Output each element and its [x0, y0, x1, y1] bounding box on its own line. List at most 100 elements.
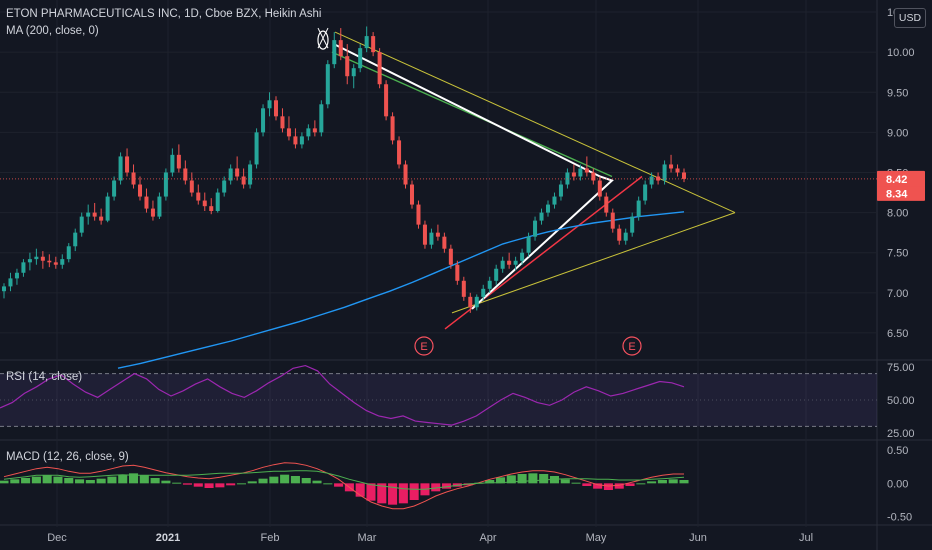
macd-hist-bar: [495, 477, 506, 484]
macd-hist-bar: [215, 483, 225, 488]
candle-body: [520, 252, 525, 261]
candle-body: [623, 232, 628, 241]
candle-body: [286, 128, 291, 137]
price-axis[interactable]: 6.507.007.508.008.509.009.5010.0010.5025…: [887, 7, 915, 524]
candle-body: [487, 280, 492, 289]
x-tick-label: Dec: [47, 532, 67, 544]
candle-body: [215, 192, 220, 211]
macd-hist-bar: [31, 476, 41, 484]
macd-hist-bar: [398, 483, 408, 504]
macd-hist-bar: [582, 483, 592, 486]
candle-body: [163, 172, 168, 197]
earnings-marker[interactable]: [622, 336, 642, 356]
trendline-white: [333, 43, 614, 310]
y-tick-label: 8.00: [887, 208, 908, 220]
macd-hist-bar: [150, 478, 160, 484]
macd-hist-bar: [301, 478, 311, 484]
y-tick-label: 6.50: [887, 328, 908, 340]
candle-body: [345, 56, 350, 77]
x-tick-label: 2021: [156, 532, 180, 544]
ma-legend[interactable]: MA (200, close, 0): [6, 25, 99, 37]
candle-body: [267, 100, 272, 109]
candle-body: [675, 168, 680, 173]
macd-hist-bar: [53, 476, 63, 484]
macd-hist-bar: [614, 483, 624, 489]
candle-body: [656, 176, 661, 181]
currency-button[interactable]: USD: [894, 8, 926, 28]
candle-body: [558, 184, 563, 197]
macd-hist-bar: [409, 483, 419, 500]
macd-hist-bar: [226, 483, 236, 486]
candle-body: [86, 212, 91, 217]
macd-pane[interactable]: [0, 462, 689, 510]
candle-body: [649, 176, 654, 185]
macd-legend[interactable]: MACD (12, 26, close, 9): [6, 451, 129, 463]
candle-body: [351, 68, 356, 77]
candle-body: [669, 164, 674, 169]
macd-hist-bar: [161, 480, 171, 484]
ma-layer: [117, 211, 685, 369]
candle-body: [241, 176, 246, 185]
marker-cross: [317, 27, 329, 49]
marker-ellipse: [317, 30, 329, 50]
candle-body: [364, 36, 369, 49]
macd-hist-bar: [560, 479, 570, 484]
rsi-pane[interactable]: [0, 364, 877, 427]
candle-body: [358, 48, 363, 69]
macd-hist-bar: [334, 483, 344, 487]
candle-body: [306, 128, 311, 137]
candle-body: [8, 278, 13, 287]
candle-body: [261, 108, 266, 133]
y-tick-label: 9.00: [887, 127, 908, 139]
macd-hist-bar: [517, 474, 527, 484]
candle-body: [507, 260, 512, 265]
candle-body: [468, 296, 473, 308]
candle-body: [183, 168, 188, 181]
macd-hist-bar: [668, 479, 678, 484]
macd-hist-bar: [193, 483, 203, 487]
macd-hist-bar: [571, 482, 581, 484]
macd-hist-bar: [280, 474, 290, 484]
macd-hist-bar: [290, 476, 300, 484]
candle-body: [662, 164, 667, 181]
candle-body: [99, 216, 104, 221]
macd-hist-bar: [323, 483, 333, 485]
y-tick-label: 10.00: [887, 47, 915, 59]
macd-hist-bar: [388, 483, 398, 505]
rsi-tick-label: 75.00: [887, 362, 915, 374]
macd-signal-line: [3, 470, 685, 490]
macd-tick-label: 0.50: [887, 445, 908, 457]
macd-hist-bar: [431, 483, 441, 492]
y-tick-label: 7.50: [887, 248, 908, 260]
candle-body: [66, 246, 71, 260]
candle-body: [552, 196, 557, 205]
candle-body: [150, 208, 155, 217]
macd-hist-bar: [118, 474, 128, 484]
candle-body: [643, 184, 648, 201]
rsi-legend[interactable]: RSI (14, close): [6, 371, 83, 383]
candle-body: [79, 216, 84, 233]
macd-line: [3, 462, 684, 510]
candle-body: [403, 164, 408, 185]
macd-hist-bar: [236, 483, 246, 485]
candle-body: [137, 184, 143, 197]
candle-body: [610, 212, 615, 229]
earnings-marker-label: E: [420, 341, 427, 353]
time-axis[interactable]: Dec 2021 Feb Mar Apr May Jun Jul: [47, 532, 813, 544]
candle-body: [429, 232, 434, 245]
earnings-marker[interactable]: [414, 336, 434, 356]
candle-body: [571, 172, 576, 177]
macd-hist-bar: [377, 483, 387, 504]
macd-hist-bar: [679, 480, 689, 484]
candle-body: [73, 232, 78, 247]
candle-body: [630, 216, 635, 233]
macd-hist-bar: [75, 479, 85, 484]
candle-body: [170, 154, 175, 173]
macd-hist-bar: [355, 483, 365, 497]
macd-hist-bar: [366, 483, 376, 501]
candle-body: [461, 280, 466, 297]
